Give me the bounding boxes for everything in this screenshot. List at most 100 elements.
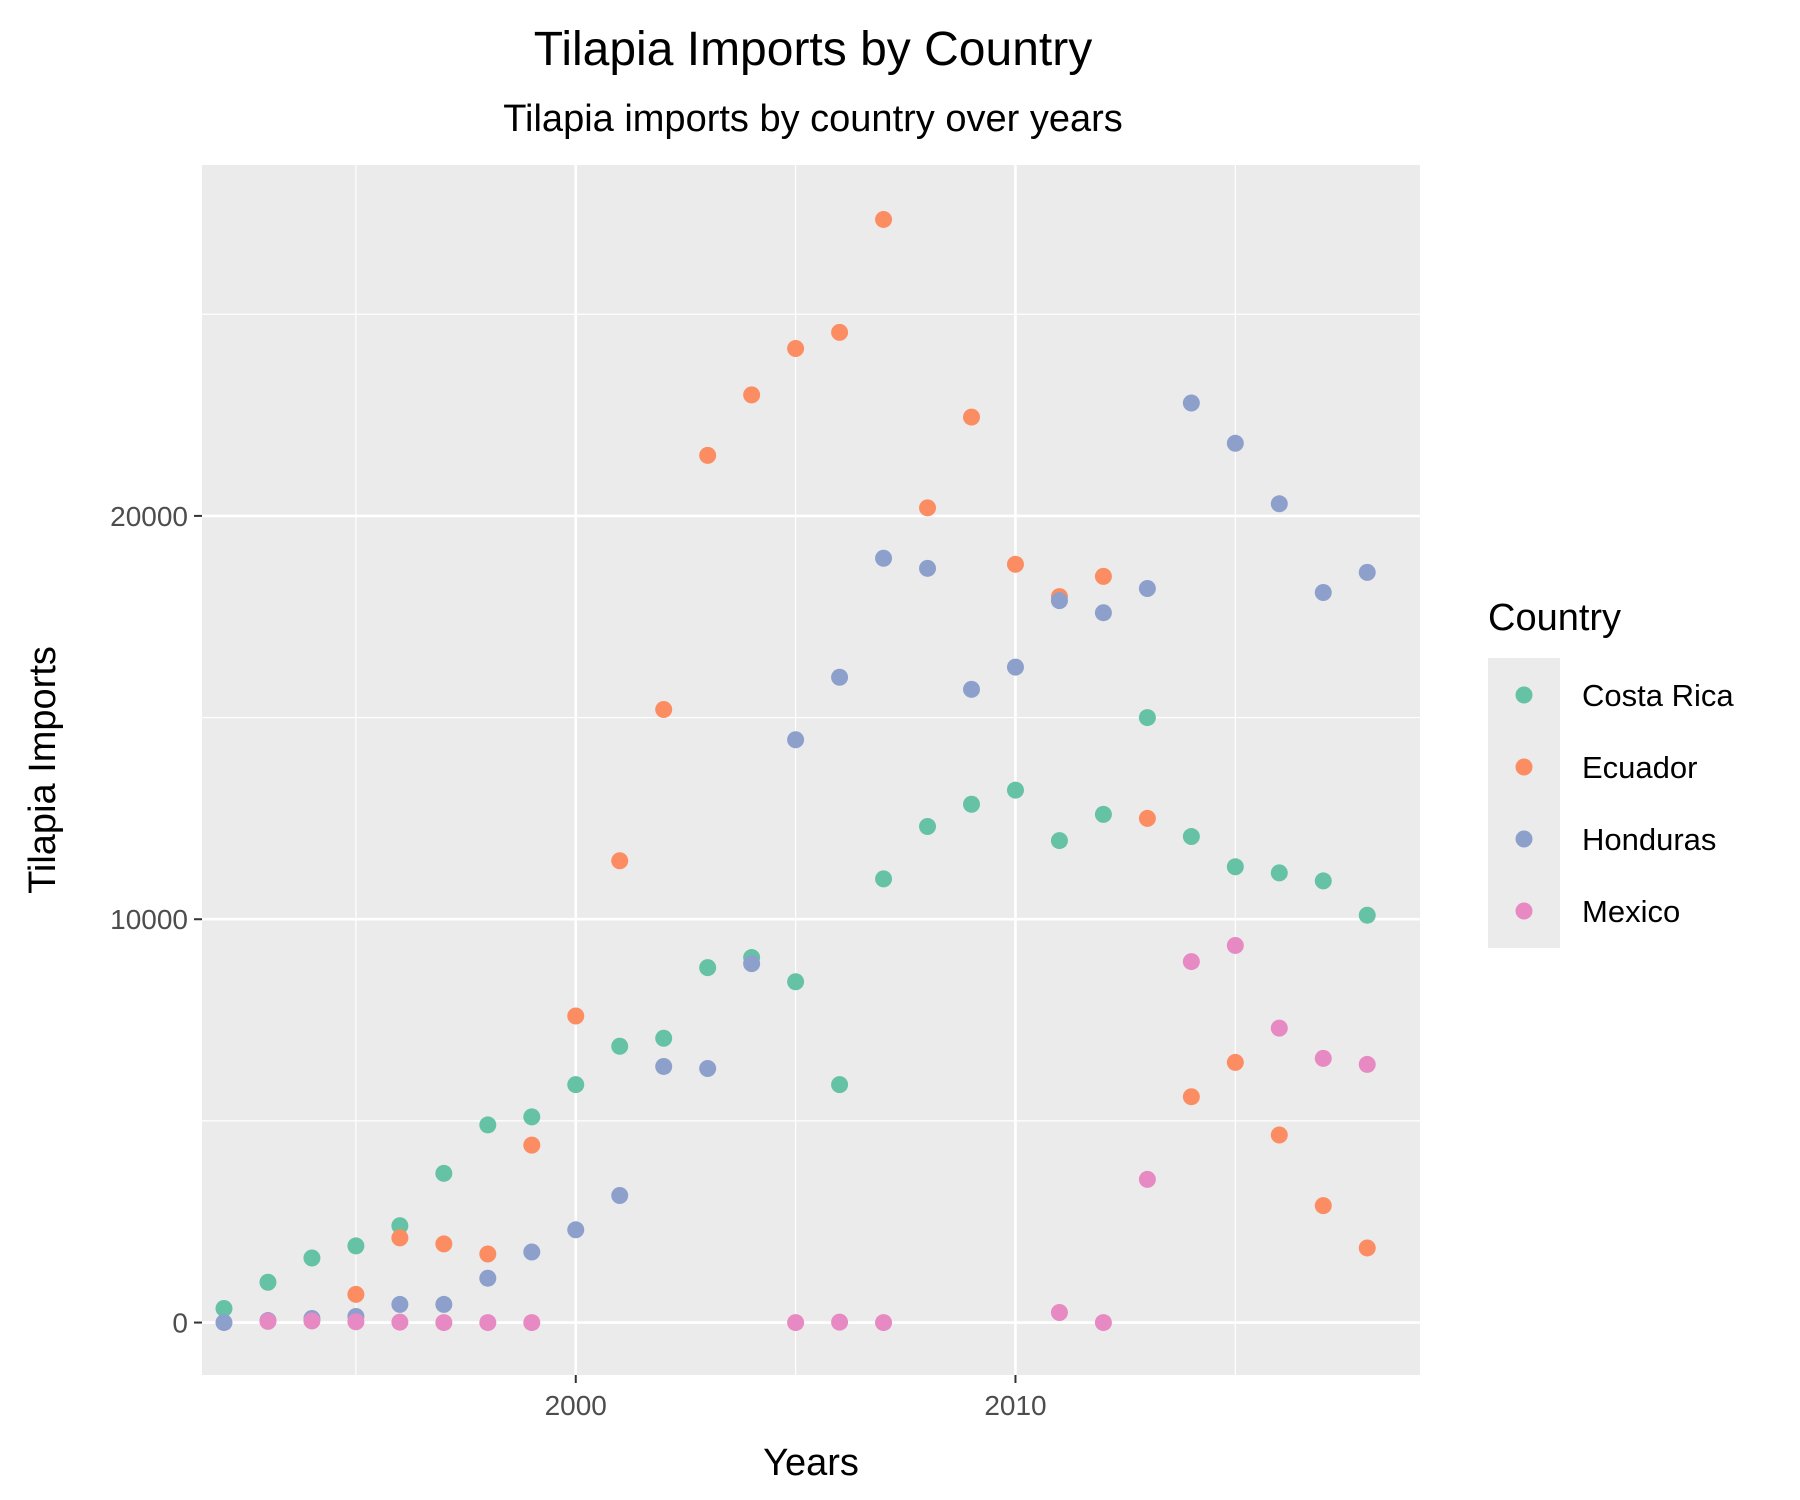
point-costa-rica — [1358, 906, 1376, 924]
point-ecuador — [875, 210, 893, 228]
point-ecuador — [699, 446, 717, 464]
point-honduras — [831, 668, 849, 686]
point-ecuador — [479, 1245, 497, 1263]
minor-gridlines — [202, 165, 1420, 1375]
point-ecuador — [787, 340, 805, 358]
point-mexico — [1094, 1314, 1112, 1332]
point-mexico — [1182, 953, 1200, 971]
point-honduras — [1358, 563, 1376, 581]
plot-panel — [202, 165, 1420, 1375]
data-points — [215, 210, 1376, 1332]
y-axis-title: Tilapia Imports — [22, 646, 64, 894]
point-costa-rica — [347, 1237, 365, 1255]
point-costa-rica — [259, 1273, 277, 1291]
point-costa-rica — [919, 817, 937, 835]
legend-key-costa-rica — [1515, 686, 1533, 704]
legend-label-ecuador: Ecuador — [1582, 750, 1697, 785]
point-ecuador — [611, 852, 629, 870]
point-costa-rica — [699, 959, 717, 977]
point-honduras — [215, 1314, 233, 1332]
point-mexico — [1226, 936, 1244, 954]
point-ecuador — [1094, 567, 1112, 585]
point-costa-rica — [1314, 872, 1332, 890]
legend-title: Country — [1488, 597, 1621, 639]
point-costa-rica — [1226, 858, 1244, 876]
point-costa-rica — [962, 795, 980, 813]
y-tick-label: 20000 — [110, 501, 188, 532]
point-honduras — [875, 549, 893, 567]
point-ecuador — [1358, 1239, 1376, 1257]
point-honduras — [435, 1295, 453, 1313]
point-costa-rica — [1050, 832, 1068, 850]
point-ecuador — [655, 701, 673, 718]
point-honduras — [919, 559, 937, 577]
point-mexico — [1270, 1019, 1288, 1037]
point-mexico — [347, 1313, 365, 1331]
point-costa-rica — [1182, 828, 1200, 846]
point-honduras — [699, 1059, 717, 1077]
point-honduras — [1270, 495, 1288, 513]
point-mexico — [479, 1314, 497, 1332]
point-costa-rica — [435, 1164, 453, 1182]
point-costa-rica — [611, 1037, 629, 1055]
point-honduras — [523, 1243, 541, 1261]
chart-subtitle: Tilapia imports by country over years — [503, 98, 1123, 140]
point-mexico — [1358, 1055, 1376, 1073]
point-ecuador — [1314, 1197, 1332, 1215]
point-honduras — [787, 731, 805, 749]
point-honduras — [1050, 592, 1068, 610]
point-honduras — [655, 1057, 673, 1075]
point-mexico — [435, 1314, 453, 1332]
point-ecuador — [962, 408, 980, 426]
point-ecuador — [1138, 809, 1156, 827]
x-tick-label: 2000 — [545, 1390, 607, 1421]
point-costa-rica — [391, 1217, 409, 1235]
point-ecuador — [1182, 1088, 1200, 1106]
point-costa-rica — [1094, 805, 1112, 823]
point-mexico — [1050, 1303, 1068, 1321]
point-ecuador — [523, 1136, 541, 1154]
point-honduras — [1094, 604, 1112, 622]
point-honduras — [611, 1187, 629, 1205]
point-mexico — [391, 1313, 409, 1331]
point-costa-rica — [831, 1076, 849, 1094]
point-mexico — [831, 1313, 849, 1331]
point-honduras — [479, 1269, 497, 1287]
point-honduras — [1226, 434, 1244, 452]
point-costa-rica — [479, 1116, 497, 1134]
legend-label-costa-rica: Costa Rica — [1582, 678, 1734, 713]
x-axis-title: Years — [763, 1442, 859, 1484]
point-honduras — [1006, 658, 1024, 676]
point-ecuador — [919, 499, 937, 517]
point-honduras — [391, 1295, 409, 1313]
legend-label-honduras: Honduras — [1582, 822, 1716, 857]
point-costa-rica — [1138, 709, 1156, 727]
point-ecuador — [391, 1229, 409, 1247]
chart-title: Tilapia Imports by Country — [534, 23, 1092, 76]
point-mexico — [1138, 1170, 1156, 1188]
legend: Country Costa Rica Ecuador Honduras Mexico — [1488, 597, 1734, 948]
point-ecuador — [435, 1235, 453, 1253]
x-tick-label: 2010 — [984, 1390, 1046, 1421]
point-costa-rica — [875, 870, 893, 888]
x-axis-ticks: 2000 2010 — [545, 1375, 1047, 1421]
point-ecuador — [1006, 555, 1024, 573]
point-mexico — [875, 1314, 893, 1332]
point-ecuador — [347, 1285, 365, 1303]
point-costa-rica — [1006, 781, 1024, 799]
y-tick-label: 0 — [172, 1308, 188, 1339]
point-honduras — [743, 955, 761, 973]
legend-key-ecuador — [1515, 758, 1533, 776]
y-axis-ticks: 0 10000 20000 — [110, 501, 202, 1339]
point-costa-rica — [523, 1108, 541, 1126]
point-ecuador — [567, 1007, 585, 1025]
point-ecuador — [1226, 1053, 1244, 1071]
point-honduras — [567, 1221, 585, 1239]
point-costa-rica — [303, 1249, 321, 1267]
legend-key-honduras — [1515, 830, 1533, 848]
point-honduras — [1314, 584, 1332, 602]
point-ecuador — [1270, 1126, 1288, 1144]
point-mexico — [523, 1314, 541, 1332]
point-ecuador — [743, 386, 761, 404]
